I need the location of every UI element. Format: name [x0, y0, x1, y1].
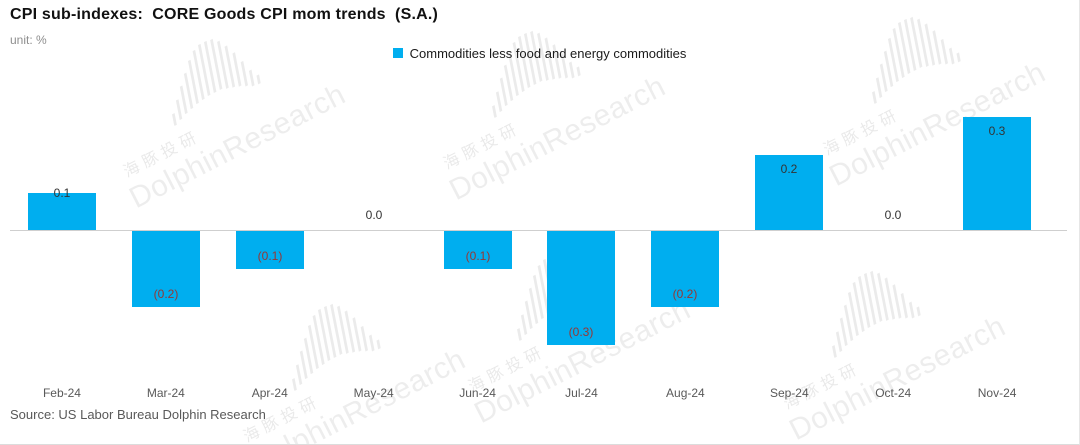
- bar-apr-24: [236, 231, 304, 269]
- data-label-mar-24: (0.2): [153, 287, 179, 301]
- chart-title: CPI sub-indexes: CORE Goods CPI mom tren…: [10, 6, 439, 23]
- bar-feb-24: [28, 193, 96, 231]
- bar-nov-24: [963, 117, 1031, 231]
- bar-jun-24: [444, 231, 512, 269]
- x-axis-label-apr-24: Apr-24: [251, 386, 288, 400]
- bar-sep-24: [755, 155, 823, 231]
- data-label-nov-24: 0.3: [988, 124, 1006, 138]
- legend: Commodities less food and energy commodi…: [0, 45, 1079, 61]
- legend-marker-icon: [392, 48, 403, 58]
- data-label-oct-24: 0.0: [884, 208, 902, 222]
- plot-area: 0.1 (0.2) (0.1) 0.0 (0.1) (0.3) (0.2) 0.2 0.0 0.3: [10, 70, 1049, 380]
- x-axis-label-may-24: May-24: [353, 386, 394, 400]
- legend-label: Commodities less food and energy commodi…: [409, 45, 687, 61]
- source-note: Source: US Labor Bureau Dolphin Research: [10, 407, 266, 422]
- x-axis-label-mar-24: Mar-24: [146, 386, 185, 400]
- data-label-jul-24: (0.3): [568, 325, 594, 339]
- data-label-sep-24: 0.2: [780, 162, 798, 176]
- data-label-may-24: 0.0: [365, 208, 383, 222]
- unit-label: unit: %: [10, 33, 47, 47]
- x-axis-label-sep-24: Sep-24: [769, 386, 809, 400]
- x-axis-label-feb-24: Feb-24: [42, 386, 81, 400]
- x-axis-line: [10, 230, 1067, 231]
- x-axis-label-oct-24: Oct-24: [875, 386, 912, 400]
- data-label-jun-24: (0.1): [465, 249, 491, 263]
- bar-mar-24: [132, 231, 200, 307]
- data-label-aug-24: (0.2): [672, 287, 698, 301]
- x-axis-label-jun-24: Jun-24: [459, 386, 496, 400]
- bar-jul-24: [547, 231, 615, 345]
- x-axis-label-aug-24: Aug-24: [666, 386, 705, 400]
- x-axis-labels: Feb-24 Mar-24 Apr-24 May-24 Jun-24 Jul-24 Aug-…: [10, 386, 1049, 400]
- data-label-feb-24: 0.1: [53, 186, 71, 200]
- x-axis-label-nov-24: Nov-24: [977, 386, 1017, 400]
- x-axis-label-jul-24: Jul-24: [565, 386, 598, 400]
- data-label-apr-24: (0.1): [257, 249, 283, 263]
- bar-aug-24: [651, 231, 719, 307]
